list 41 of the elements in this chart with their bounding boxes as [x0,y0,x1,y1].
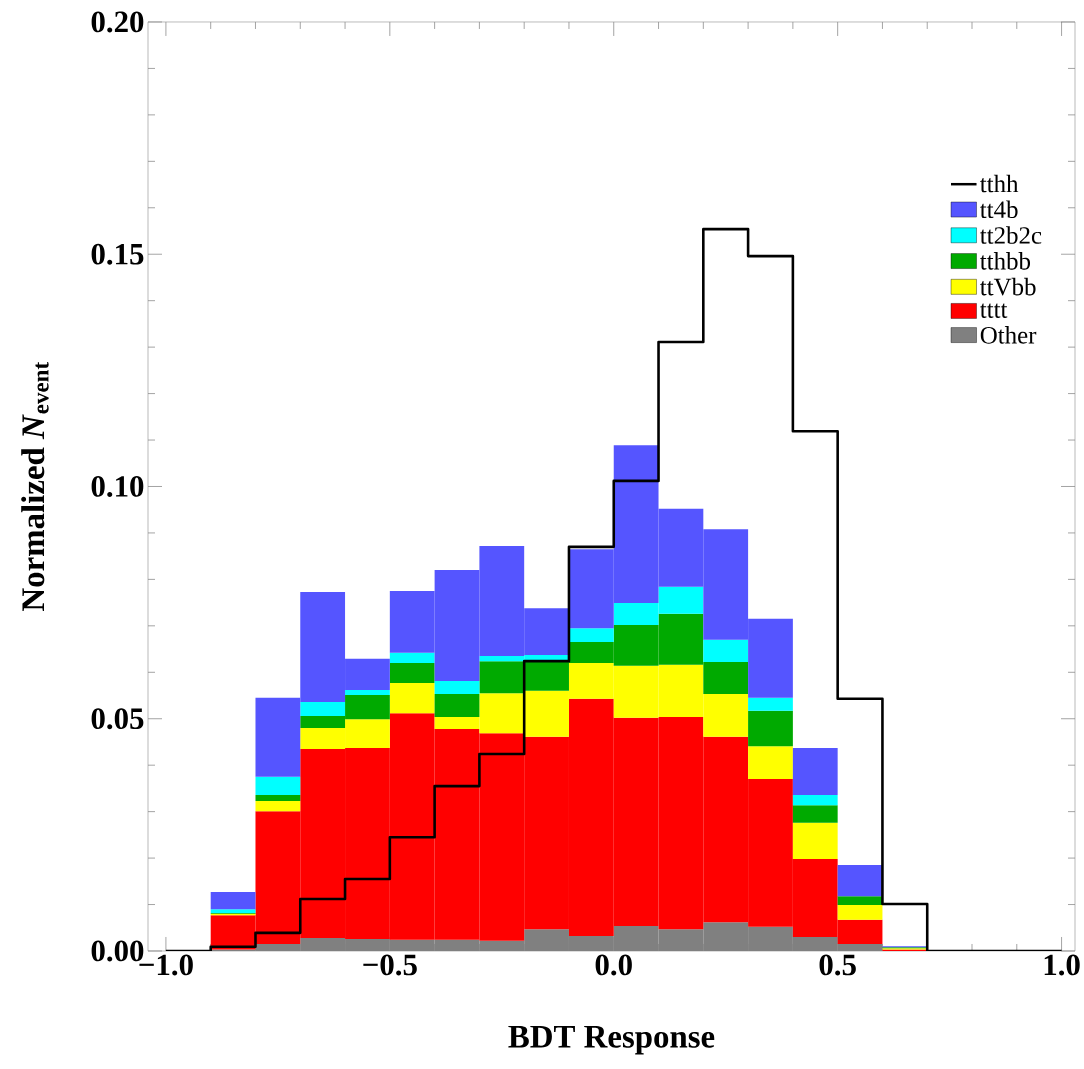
bar [748,710,793,747]
y-tick-label: 0.20 [91,11,144,33]
x-tick-label: −0.5 [363,954,417,976]
y-tick-label: 0.05 [91,708,144,730]
y-tick-label: 0.10 [91,475,144,497]
legend-label: tthbb [980,252,1031,270]
x-tick-label: 1.0 [1044,954,1080,976]
y-tick-label: 0.15 [91,243,144,265]
bar [479,661,525,694]
bar [389,652,435,663]
bar [837,896,883,905]
x-tick-label: 0.0 [595,954,632,976]
x-axis-title: BDT Response [508,1025,715,1055]
bar [434,681,480,695]
bar [255,800,301,812]
bar [792,748,838,795]
bar [389,663,435,683]
bar [255,794,301,801]
bar [568,628,614,643]
bar [434,694,480,717]
bar [792,805,838,823]
legend-label: tt4b [980,200,1018,219]
bar [792,822,838,860]
bar [703,639,749,663]
y-axis-title: Normalized N$_{event}$ [21,362,49,611]
bar [345,689,390,696]
bar [300,702,346,716]
bar [837,905,883,920]
bar [748,697,793,711]
legend-label: tt2b2c [980,226,1042,244]
legend-label: tttt [980,303,1008,318]
bar [255,776,301,795]
bar [837,865,883,897]
legend-label: tthh [980,174,1019,193]
legend-label: Other [980,326,1037,344]
bar [389,682,435,714]
bar [748,746,793,780]
bar [210,892,256,910]
legend-label: ttVbb [980,277,1036,296]
bar [792,794,838,806]
x-tick-label: 0.5 [819,954,856,976]
